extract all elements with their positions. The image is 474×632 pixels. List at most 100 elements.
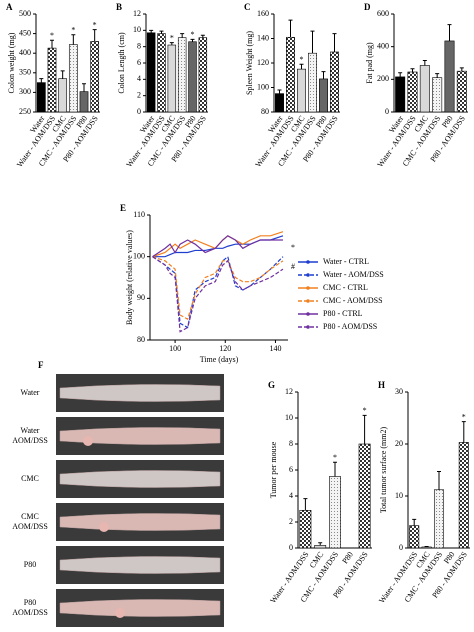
y-tick-label: 90 xyxy=(137,293,145,302)
y-tick-label: 0 xyxy=(289,543,293,552)
panel-letter: C xyxy=(244,2,251,12)
legend-label: P80 - AOM/DSS xyxy=(323,322,377,331)
colon-tissue xyxy=(59,513,221,531)
y-axis-title: Fat pad (mg) xyxy=(365,42,374,84)
error-bar xyxy=(149,29,154,33)
y-axis-title: Tumor per mouse xyxy=(269,441,278,498)
y-tick-label: 400 xyxy=(377,41,389,50)
y-tick-label: 140 xyxy=(257,33,269,42)
bar xyxy=(188,41,197,113)
y-tick-label: 8 xyxy=(289,439,293,448)
x-tick-label: 140 xyxy=(269,344,281,353)
panel-letter: E xyxy=(120,203,126,213)
significance-marker: * xyxy=(363,406,367,415)
legend-marker xyxy=(306,299,310,303)
error-bar xyxy=(310,30,315,54)
colon-tissue xyxy=(59,427,221,445)
legend-label: Water - AOM/DSS xyxy=(323,270,384,279)
y-tick-label: 120 xyxy=(257,58,269,67)
tumor xyxy=(99,522,109,532)
error-bar xyxy=(362,414,367,444)
y-axis-title: Colon weight (mg) xyxy=(7,32,16,93)
y-tick-label: 350 xyxy=(19,68,31,77)
tumor xyxy=(115,608,125,618)
legend-marker xyxy=(306,312,310,316)
colon-tissue xyxy=(59,470,221,488)
y-tick-label: 0 xyxy=(137,107,141,116)
bar xyxy=(419,65,430,113)
legend-label: P80 - CTRL xyxy=(323,309,363,318)
y-tick-label: 500 xyxy=(19,9,31,18)
colon-tissue xyxy=(59,556,221,574)
series-line xyxy=(152,255,284,329)
y-tick-label: 10 xyxy=(285,413,293,422)
y-tick-label: 200 xyxy=(377,74,389,83)
error-bar xyxy=(60,70,65,79)
y-tick-label: 4 xyxy=(289,491,293,500)
error-bar xyxy=(333,461,337,477)
panel-letter: H xyxy=(378,380,385,390)
error-bar xyxy=(190,38,195,42)
error-bar xyxy=(50,39,54,49)
error-bar xyxy=(180,33,185,38)
error-bar xyxy=(447,24,452,41)
photo-label: Water AOM/DSS xyxy=(12,426,48,445)
y-tick-label: 2 xyxy=(289,517,293,526)
error-bar xyxy=(437,471,441,490)
error-bar xyxy=(412,518,417,526)
photo-label-line: Water xyxy=(21,426,40,435)
bar xyxy=(36,82,46,113)
y-tick-label: 600 xyxy=(377,9,389,18)
bar xyxy=(68,44,78,113)
error-bar xyxy=(321,71,326,79)
y-tick-label: 0 xyxy=(399,543,403,552)
error-bar xyxy=(299,63,304,70)
bar xyxy=(58,78,68,113)
significance-marker: * xyxy=(93,21,97,30)
series-line xyxy=(152,256,284,321)
y-tick-label: 100 xyxy=(133,251,145,260)
error-bar xyxy=(288,19,293,38)
series-line xyxy=(152,256,284,333)
bar xyxy=(421,546,432,549)
bar xyxy=(409,525,420,549)
legend-marker xyxy=(306,273,310,277)
bar xyxy=(47,47,57,113)
bar xyxy=(167,44,177,113)
error-bar xyxy=(410,68,415,72)
significance-marker: * xyxy=(71,26,75,35)
x-tick-label: 100 xyxy=(169,344,181,353)
bar xyxy=(286,36,295,113)
series-line xyxy=(152,231,284,258)
error-bar xyxy=(424,545,429,547)
bar xyxy=(433,489,445,549)
bar xyxy=(329,476,341,549)
bar xyxy=(432,77,443,113)
bar xyxy=(198,37,208,113)
error-bar xyxy=(459,67,464,72)
y-tick-label: 30 xyxy=(395,387,403,396)
x-axis-title: Time (days) xyxy=(200,355,239,364)
bar xyxy=(157,33,166,113)
bar xyxy=(146,32,156,113)
y-tick-label: 20 xyxy=(395,439,403,448)
bar xyxy=(308,52,317,113)
error-bar xyxy=(318,542,323,546)
bar xyxy=(358,443,371,549)
y-tick-label: 110 xyxy=(133,210,145,219)
photo-label: P80 xyxy=(24,560,36,569)
tumor xyxy=(83,436,93,446)
y-tick-label: 12 xyxy=(133,9,141,18)
error-bar xyxy=(159,30,164,34)
error-bar xyxy=(71,34,76,45)
y-tick-label: 300 xyxy=(19,87,31,96)
y-tick-label: 10 xyxy=(133,25,141,34)
bar xyxy=(90,41,100,113)
bar xyxy=(395,76,406,113)
panel-letter: D xyxy=(364,2,371,12)
y-axis-title: Body weight (relative values) xyxy=(125,230,134,325)
colon-tissue xyxy=(59,599,221,617)
colon-tissue xyxy=(59,384,221,402)
